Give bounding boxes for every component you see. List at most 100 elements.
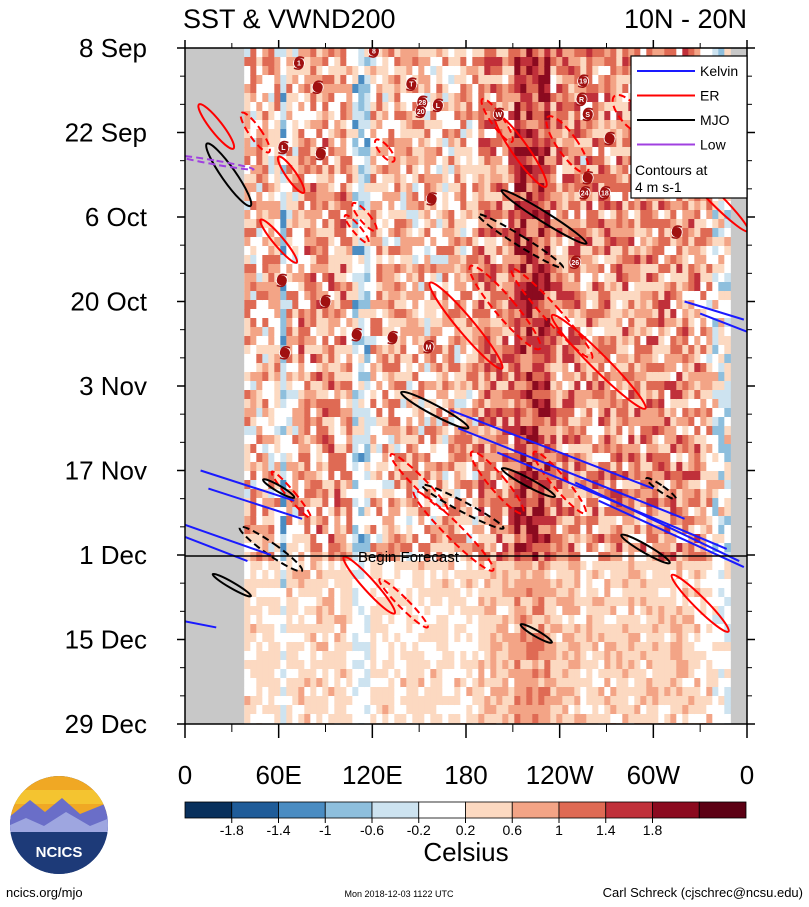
mjo-contour	[620, 533, 671, 565]
storm-marker	[670, 225, 683, 239]
colorbar-swatch	[324, 801, 373, 819]
er-contour	[351, 201, 378, 233]
colorbar-swatch	[418, 801, 466, 819]
mjo-contour	[421, 483, 505, 530]
colorbar-swatch	[698, 801, 747, 819]
land-mask-east	[728, 48, 747, 724]
kelvin-contour	[185, 523, 272, 556]
storm-label: S	[585, 112, 590, 119]
storm-marker: 19	[577, 74, 589, 88]
mjo-contour	[500, 189, 588, 245]
colorbar-swatch	[465, 801, 513, 819]
colorbar-label: -1	[319, 822, 332, 838]
kelvin-contour	[574, 481, 740, 562]
y-tick-label: 20 Oct	[70, 287, 147, 317]
er-contour	[412, 489, 495, 572]
storm-label: M	[426, 344, 432, 351]
storm-marker	[581, 170, 594, 185]
storm-marker	[386, 330, 399, 345]
mjo-contour	[477, 213, 565, 269]
storm-label: 26	[571, 260, 579, 267]
er-contour	[374, 138, 396, 163]
storm-marker: W	[492, 107, 505, 122]
colorbar-label: 1.4	[596, 822, 616, 838]
x-tick-label: 60E	[256, 760, 302, 790]
storm-label: 19	[579, 79, 587, 86]
legend-label: Low	[700, 137, 727, 153]
er-contour	[239, 111, 271, 154]
storm-label: 20	[417, 109, 425, 116]
er-contour	[197, 103, 236, 150]
colorbar-swatch	[184, 801, 233, 819]
footer-author: Carl Schreck (cjschrec@ncsu.edu)	[603, 885, 803, 900]
storm-label: 28	[418, 100, 426, 107]
storm-marker: L	[277, 140, 290, 155]
er-contour	[342, 555, 397, 615]
storm-label: L	[281, 145, 286, 152]
storm-marker: R	[575, 92, 588, 107]
x-tick-label: 60W	[627, 760, 681, 790]
kelvin-contour	[185, 535, 248, 562]
colorbar-swatch	[231, 801, 279, 819]
colorbar-label: 1.8	[643, 822, 663, 838]
legend-box	[630, 55, 748, 199]
mjo-contour	[211, 572, 252, 598]
y-axis: 8 Sep 22 Sep 6 Oct 20 Oct 3 Nov 17 Nov 1 Dec 15…	[65, 33, 755, 739]
storm-marker	[311, 80, 324, 95]
storm-label: R	[579, 97, 584, 104]
kelvin-contour	[684, 300, 745, 321]
latitude-band-label: 10N - 20N	[624, 4, 747, 34]
colorbar-swatch	[652, 801, 700, 819]
storm-marker	[603, 131, 616, 146]
y-tick-label: 8 Sep	[79, 33, 147, 63]
er-contour	[670, 573, 730, 633]
storm-label: L	[436, 103, 441, 110]
y-tick-label: 22 Sep	[65, 118, 147, 148]
mjo-contour	[262, 478, 296, 499]
er-contour	[259, 218, 299, 264]
colorbar-label: -1.4	[266, 822, 290, 838]
begin-forecast-label: Begin Forecast	[358, 549, 460, 566]
er-contour	[378, 577, 429, 629]
colorbar-swatch	[605, 801, 653, 819]
storm-marker	[319, 294, 332, 309]
colorbar-label: -0.6	[360, 822, 384, 838]
er-contour	[276, 155, 306, 194]
ncics-logo: NCICS	[10, 776, 108, 874]
storm-marker: M	[422, 339, 435, 354]
logo-text: NCICS	[36, 844, 83, 861]
storm-label: 24	[581, 190, 589, 197]
y-tick-label: 29 Dec	[65, 709, 147, 739]
footer-url: ncics.org/mjo	[6, 885, 83, 900]
kelvin-contour	[450, 409, 654, 490]
storm-marker	[279, 346, 291, 360]
mjo-contour	[400, 390, 470, 430]
colorbar-label: 0.2	[456, 822, 476, 838]
storm-marker	[314, 146, 327, 161]
storm-marker: T	[405, 77, 418, 91]
storm-marker	[275, 273, 288, 288]
storm-marker: 8	[367, 48, 380, 58]
colorbar-swatch	[278, 801, 326, 819]
mjo-contour	[519, 623, 553, 644]
storm-marker: L	[431, 98, 444, 113]
storm-label: W	[495, 112, 502, 119]
x-axis: 0 60E 120E 180 120W 60W 0	[178, 40, 754, 790]
legend: Kelvin ER MJO Low Contours at 4 m s-1	[630, 55, 748, 199]
er-contour	[428, 281, 504, 370]
y-tick-label: 17 Nov	[65, 456, 147, 486]
x-tick-label: 120W	[526, 760, 594, 790]
storm-label: T	[409, 82, 414, 89]
kelvin-contour	[457, 427, 685, 520]
footer-timestamp: Mon 2018-12-03 1122 UTC	[345, 889, 454, 899]
colorbar-label: -1.8	[220, 822, 244, 838]
colorbar-label: 0.6	[503, 822, 523, 838]
legend-label: Kelvin	[700, 63, 738, 79]
x-tick-label: 120E	[342, 760, 403, 790]
colorbar: -1.8 -1.4 -1 -0.6 -0.2 0.2 0.6 1 1.4 1.8	[184, 801, 747, 838]
legend-label: ER	[700, 88, 719, 104]
er-contour	[389, 452, 449, 513]
er-contour	[468, 264, 542, 351]
kelvin-contour	[185, 620, 217, 629]
er-contour	[343, 214, 370, 245]
